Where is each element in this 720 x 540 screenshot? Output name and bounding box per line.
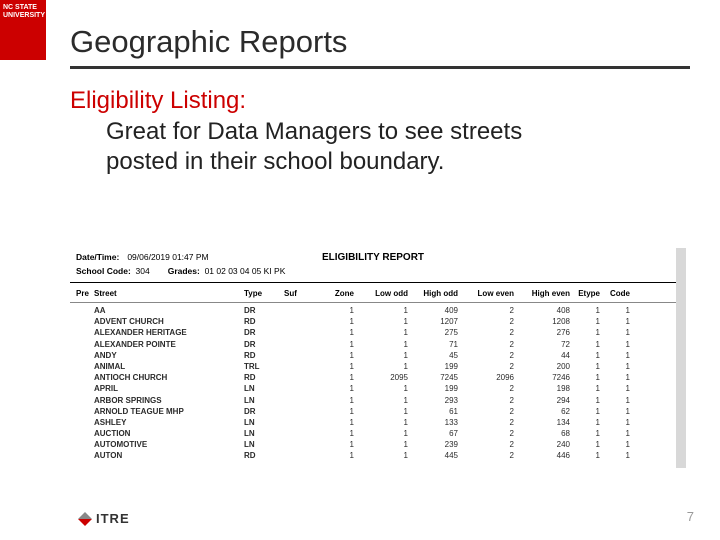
logo-line1: NC STATE: [3, 4, 43, 12]
col-type: Type: [244, 289, 284, 298]
table-row: ANDYRD114524411: [76, 350, 670, 361]
table-row: AUCTIONLN116726811: [76, 428, 670, 439]
report-header-row1: Date/Time: 09/06/2019 01:47 PM ELIGIBILI…: [70, 248, 676, 264]
datetime-label: Date/Time:: [76, 252, 119, 262]
school-code-value: 304: [136, 266, 150, 276]
col-pre: Pre: [76, 289, 94, 298]
col-highodd: High odd: [408, 289, 458, 298]
table-row: AUTOMOTIVELN11239224011: [76, 439, 670, 450]
table-row: ANIMALTRL11199220011: [76, 361, 670, 372]
table-row: APRILLN11199219811: [76, 383, 670, 394]
table-row: ANTIOCH CHURCHRD1209572452096724611: [76, 372, 670, 383]
subtitle: Eligibility Listing:: [70, 87, 690, 115]
school-code-label: School Code:: [76, 266, 131, 276]
table-row: ALEXANDER POINTEDR117127211: [76, 339, 670, 350]
col-etype: Etype: [570, 289, 600, 298]
col-zone: Zone: [310, 289, 354, 298]
col-street: Street: [94, 289, 244, 298]
page-number: 7: [687, 509, 694, 524]
table-row: ARBOR SPRINGSLN11293229411: [76, 395, 670, 406]
table-row: ARNOLD TEAGUE MHPDR116126211: [76, 406, 670, 417]
ncstate-logo: NC STATE UNIVERSITY: [0, 0, 46, 60]
report-header-row2: School Code: 304 Grades: 01 02 03 04 05 …: [70, 264, 676, 283]
eligibility-report: Date/Time: 09/06/2019 01:47 PM ELIGIBILI…: [70, 248, 686, 468]
itre-text: ITRE: [96, 511, 130, 526]
description-text: Great for Data Managers to see streets p…: [70, 117, 570, 177]
table-header: Pre Street Type Suf Zone Low odd High od…: [70, 283, 676, 303]
page-title: Geographic Reports: [70, 24, 690, 69]
grades-label: Grades:: [168, 266, 200, 276]
col-higheven: High even: [514, 289, 570, 298]
table-row: ALEXANDER HERITAGEDR11275227611: [76, 327, 670, 338]
table-body: AADR11409240811ADVENT CHURCHRD1112072120…: [70, 303, 676, 468]
table-row: AADR11409240811: [76, 305, 670, 316]
itre-logo: ITRE: [78, 511, 130, 526]
report-title: ELIGIBILITY REPORT: [322, 252, 424, 263]
slide-content: Geographic Reports Eligibility Listing: …: [70, 24, 690, 177]
col-loweven: Low even: [458, 289, 514, 298]
col-lowodd: Low odd: [354, 289, 408, 298]
itre-mark-icon: [78, 512, 92, 526]
table-row: ASHLEYLN11133213411: [76, 417, 670, 428]
datetime-value: 09/06/2019 01:47 PM: [127, 252, 208, 262]
table-row: AUTONRD11445244611: [76, 450, 670, 461]
grades-value: 01 02 03 04 05 KI PK: [205, 266, 286, 276]
logo-line2: UNIVERSITY: [3, 12, 43, 20]
col-suf: Suf: [284, 289, 310, 298]
col-code: Code: [600, 289, 630, 298]
table-row: ADVENT CHURCHRD1112072120811: [76, 316, 670, 327]
